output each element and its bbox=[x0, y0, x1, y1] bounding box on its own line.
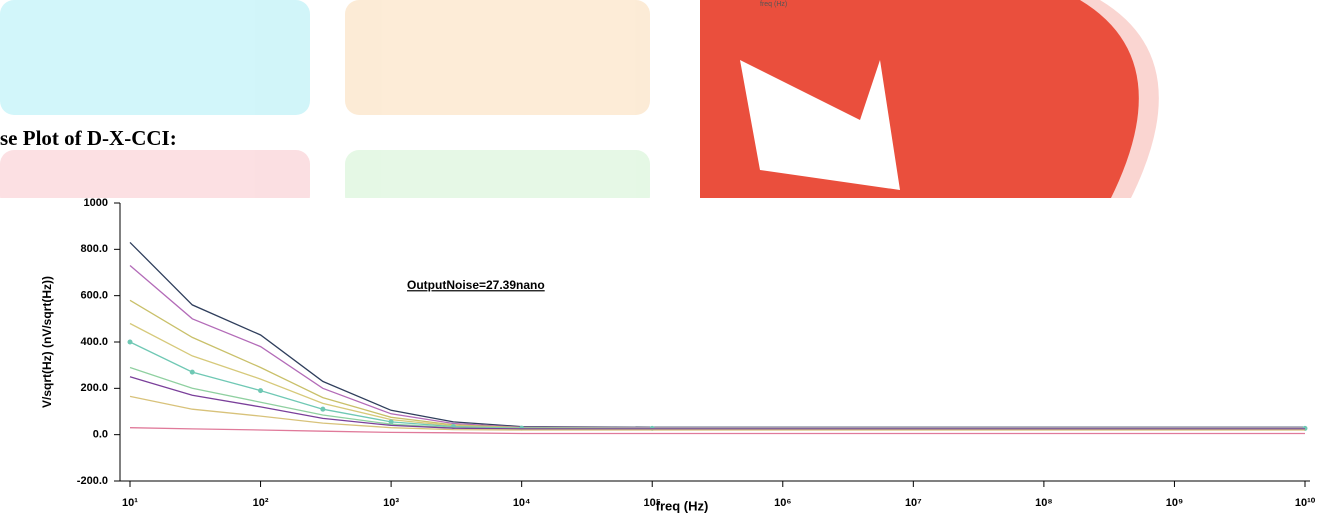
series-marker bbox=[258, 388, 264, 394]
x-tick-label: 10⁴ bbox=[513, 497, 531, 509]
watermark-icon bbox=[740, 60, 900, 190]
series-marker bbox=[388, 419, 394, 425]
series-marker bbox=[320, 406, 326, 412]
x-tick-label: 10⁸ bbox=[1035, 497, 1052, 509]
y-axis-label: V/sqrt(Hz) (nV/sqrt(Hz)) bbox=[40, 276, 54, 408]
x-tick-label: 10⁹ bbox=[1166, 497, 1183, 509]
y-tick-label: 800.0 bbox=[80, 243, 108, 255]
x-tick-label: 10¹ bbox=[122, 497, 138, 509]
plot-background bbox=[0, 198, 1327, 529]
heading: se Plot of D-X-CCI: bbox=[0, 126, 177, 150]
x-tick-label: 10¹⁰ bbox=[1295, 497, 1316, 509]
series-marker bbox=[189, 369, 195, 375]
x-tick-label: 10⁷ bbox=[905, 497, 922, 509]
y-tick-label: 400.0 bbox=[80, 336, 108, 348]
x-tick-label: 10³ bbox=[383, 497, 399, 509]
y-tick-label: 200.0 bbox=[80, 382, 108, 394]
y-tick-label: 600.0 bbox=[80, 290, 108, 302]
series-line bbox=[129, 427, 1305, 435]
annotation: OutputNoise=27.39nano bbox=[407, 278, 545, 292]
top-caption: freq (Hz) bbox=[760, 1, 787, 8]
series-marker bbox=[127, 339, 133, 345]
y-tick-label: -200.0 bbox=[77, 475, 108, 487]
y-tick-label: 0.0 bbox=[93, 429, 108, 441]
y-tick-label: 1000 bbox=[84, 197, 108, 209]
x-tick-label: 10⁶ bbox=[774, 497, 791, 509]
series-line bbox=[129, 395, 1305, 431]
x-axis-label: freq (Hz) bbox=[656, 498, 709, 513]
series-line bbox=[129, 376, 1305, 430]
x-tick-label: 10⁵ bbox=[644, 497, 661, 509]
x-tick-label: 10² bbox=[253, 497, 269, 509]
